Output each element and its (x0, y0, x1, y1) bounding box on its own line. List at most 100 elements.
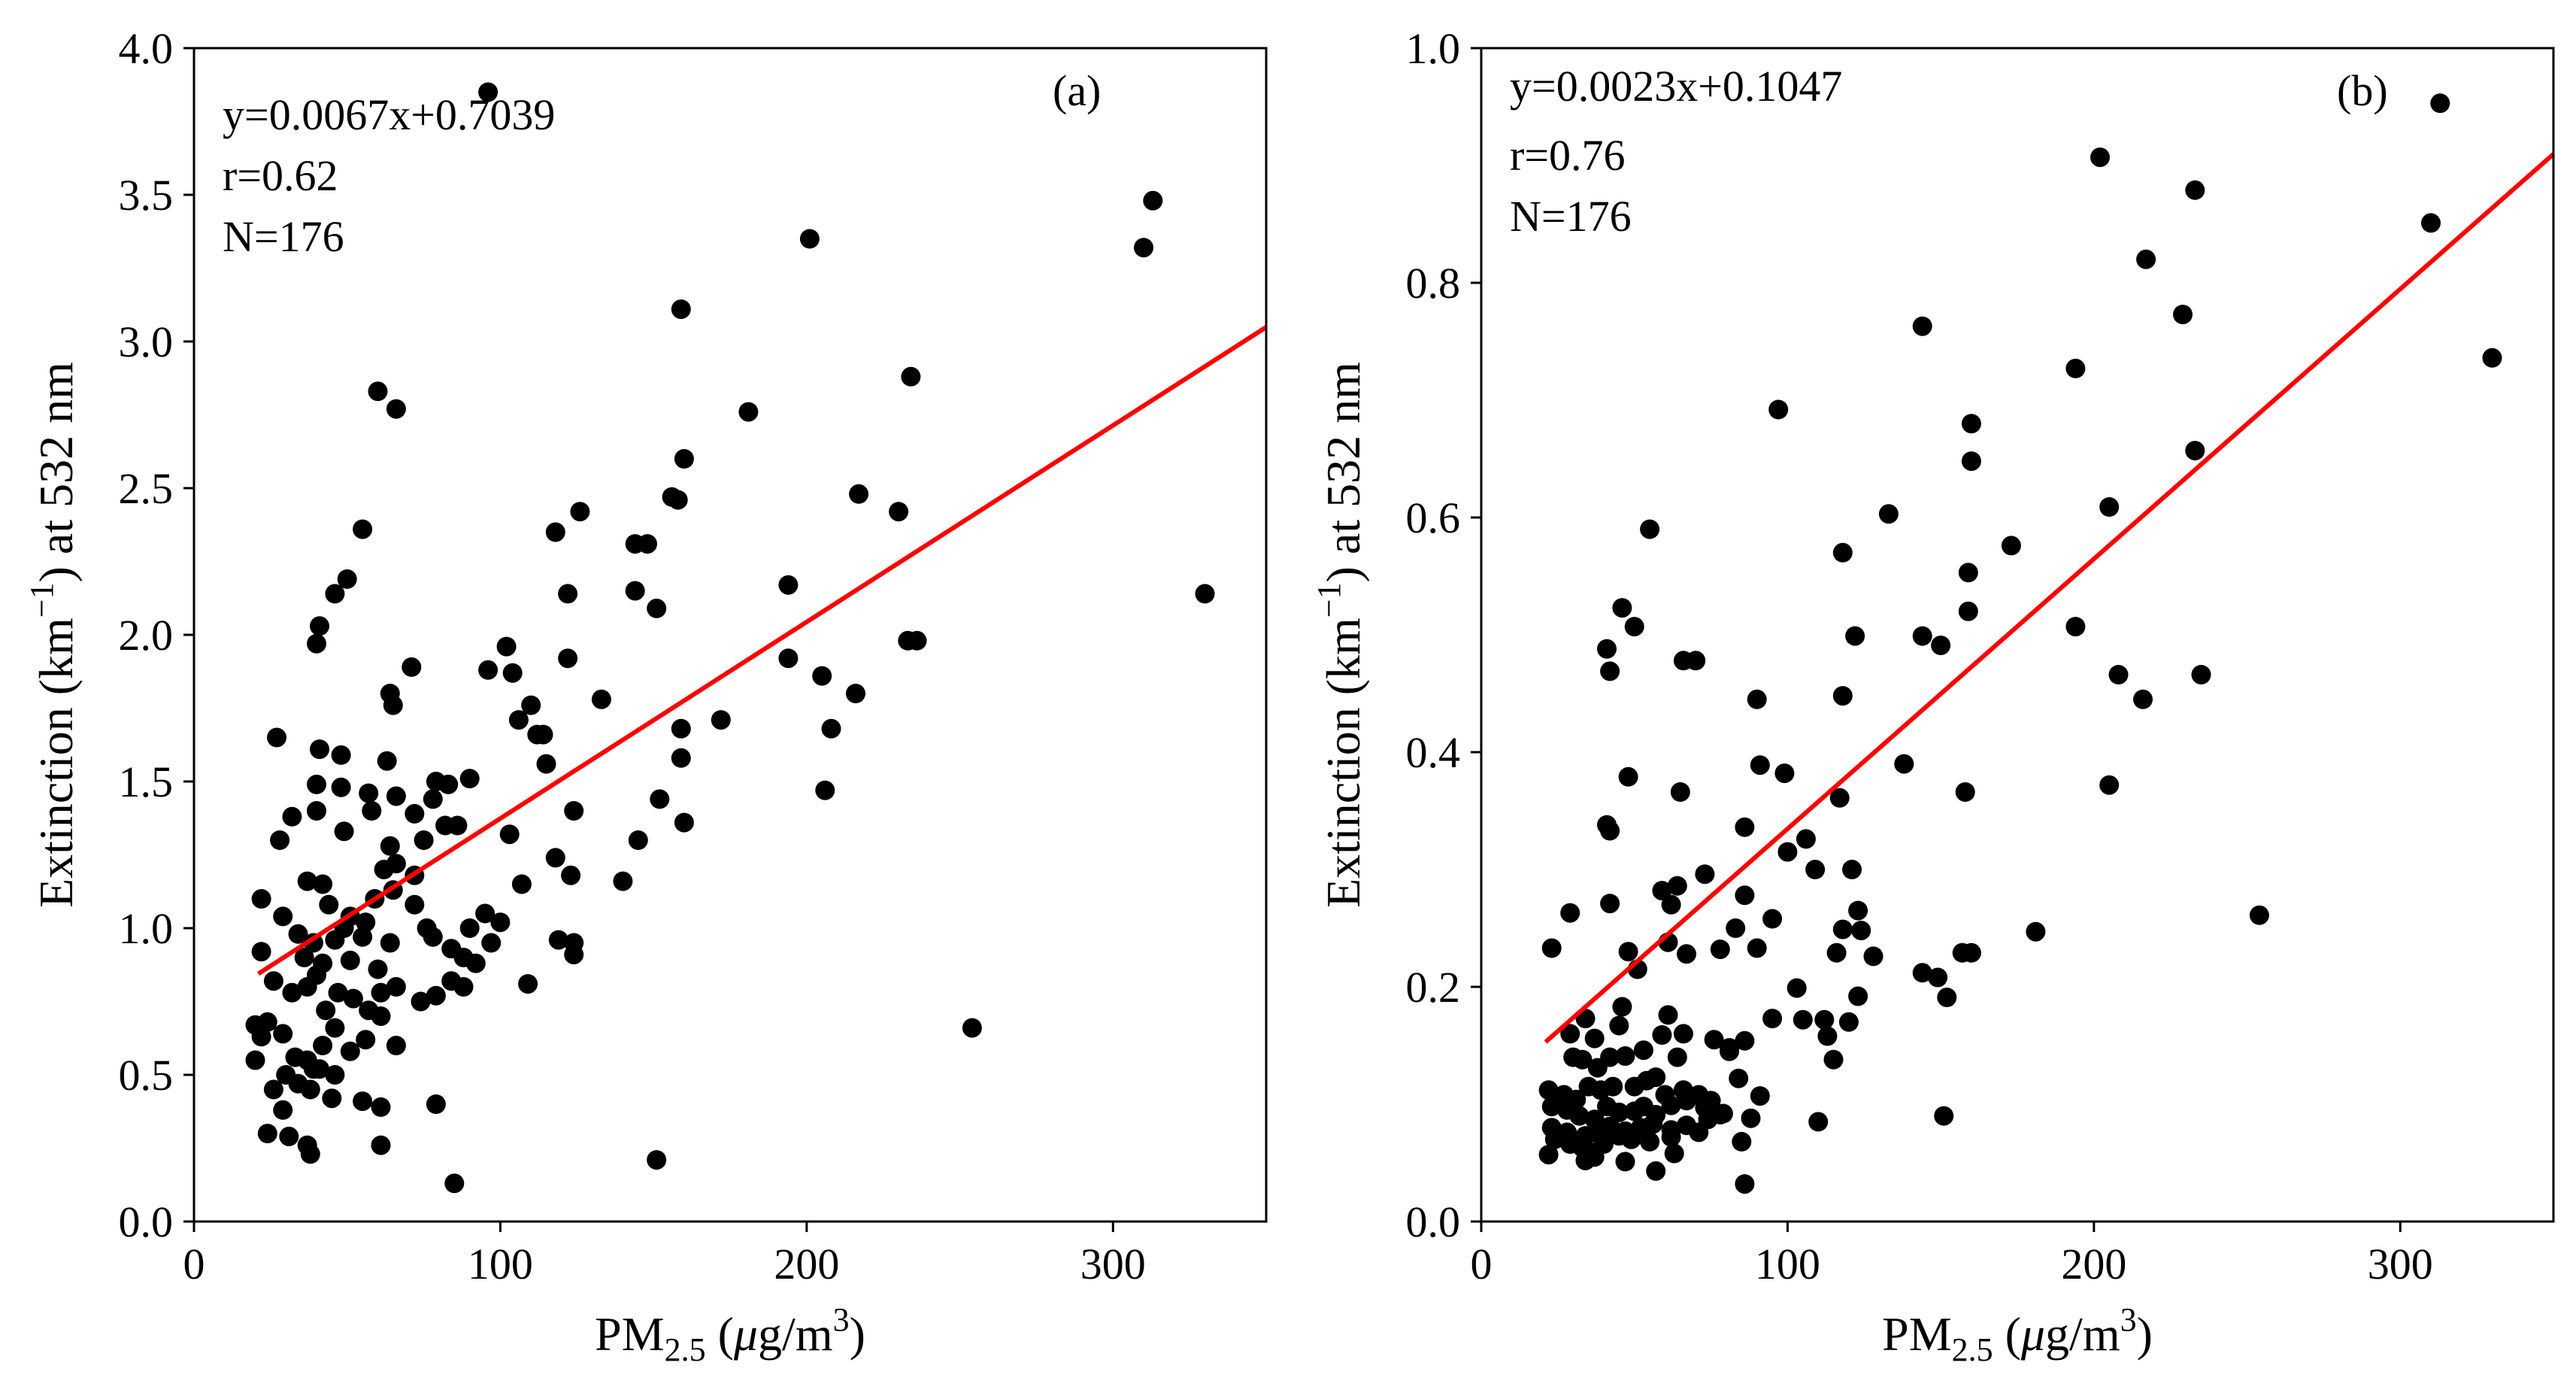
data-point-a-86 (613, 871, 633, 891)
data-point-a-85 (561, 865, 581, 885)
data-point-b-158 (1934, 1106, 1954, 1126)
data-point-a-131 (518, 974, 538, 994)
x-tick-label-a-1: 100 (468, 1240, 533, 1288)
data-point-b-64 (1726, 918, 1746, 938)
data-point-b-58 (1848, 900, 1868, 921)
data-point-b-33 (1747, 689, 1767, 709)
y-label-main-a: Extinction (km (29, 618, 83, 908)
data-point-b-92 (1652, 1025, 1672, 1045)
data-point-b-140 (1643, 1114, 1663, 1134)
scatter-points-a (245, 82, 1215, 1194)
data-point-a-89 (288, 924, 308, 944)
data-point-b-163 (1646, 1161, 1666, 1181)
data-point-b-44 (1600, 821, 1620, 841)
data-point-a-132 (564, 933, 584, 953)
data-point-b-37 (1774, 763, 1795, 784)
y-tick-label-b-2: 0.4 (1406, 728, 1461, 777)
data-point-a-58 (459, 769, 480, 789)
data-point-a-113 (481, 933, 502, 953)
data-point-b-84 (1609, 1015, 1629, 1036)
x-label-unit-open-b: ( (1993, 1307, 2021, 1361)
data-point-b-82 (1838, 1012, 1859, 1032)
y-label-sup-b: −1 (1311, 582, 1347, 618)
data-point-a-60 (386, 786, 406, 806)
data-point-b-165 (1735, 1174, 1755, 1194)
panel-label-b: (b) (2337, 66, 2388, 115)
data-point-a-37 (846, 684, 865, 703)
data-point-a-40 (383, 695, 403, 715)
y-tick-label-a-1: 0.5 (119, 1051, 174, 1100)
data-point-b-25 (1931, 636, 1951, 655)
data-point-a-73 (447, 815, 468, 836)
data-point-a-31 (558, 648, 578, 669)
data-point-a-164 (647, 1150, 667, 1170)
data-point-b-91 (1633, 1040, 1653, 1061)
x-tick-label-b-3: 300 (2368, 1240, 2433, 1288)
data-point-b-74 (1710, 939, 1730, 960)
y-tick-label-b-1: 0.2 (1406, 963, 1461, 1012)
data-point-b-144 (1713, 1103, 1733, 1124)
data-point-a-135 (273, 1024, 293, 1044)
data-point-b-145 (1741, 1108, 1761, 1128)
data-point-b-129 (1661, 1095, 1681, 1115)
data-point-b-54 (1560, 903, 1580, 923)
data-point-b-101 (1615, 1046, 1635, 1066)
data-point-b-30 (2108, 665, 2129, 684)
data-point-b-42 (1829, 788, 1850, 808)
annotation-n-a: N=176 (223, 212, 344, 261)
x-label-unit-open-a: ( (706, 1307, 734, 1361)
x-label-unit-rest-b: g/m (2045, 1307, 2120, 1361)
data-point-b-75 (1912, 963, 1932, 983)
y-tick-label-a-4: 2.0 (119, 611, 174, 660)
data-point-b-48 (1805, 860, 1826, 879)
data-point-a-100 (475, 903, 496, 924)
data-point-b-12 (2185, 441, 2205, 461)
data-point-a-106 (353, 927, 373, 947)
data-point-b-154 (1661, 1127, 1681, 1147)
data-point-b-152 (1621, 1129, 1641, 1149)
data-point-a-29 (907, 630, 927, 651)
annotation-r-a: r=0.62 (223, 151, 338, 200)
data-point-b-40 (1670, 782, 1690, 802)
data-point-b-79 (1787, 978, 1807, 998)
data-point-b-96 (1735, 1030, 1755, 1051)
data-point-b-7 (2482, 348, 2502, 368)
annotation-n-b: N=176 (1510, 192, 1632, 241)
data-point-b-11 (1961, 451, 1981, 472)
data-point-b-41 (1955, 782, 1975, 802)
data-point-b-98 (1572, 1049, 1593, 1070)
data-point-a-127 (411, 991, 431, 1012)
data-point-a-134 (257, 1012, 277, 1032)
data-point-a-47 (821, 718, 841, 739)
data-point-a-84 (511, 874, 532, 894)
data-point-a-12 (668, 490, 688, 510)
y-tick-label-b-0: 0.0 (1406, 1197, 1461, 1246)
data-point-a-59 (359, 783, 379, 803)
y-tick-label-a-6: 3.0 (119, 317, 174, 366)
data-point-a-108 (380, 933, 400, 953)
data-point-a-21 (625, 581, 645, 601)
data-point-b-51 (1695, 864, 1715, 885)
data-point-b-88 (1817, 1026, 1838, 1046)
data-point-a-14 (889, 502, 909, 522)
data-point-b-85 (1762, 1009, 1783, 1029)
data-point-a-153 (273, 1100, 293, 1120)
data-point-a-163 (444, 1173, 465, 1194)
x-label-unit-sup-b: 3 (2120, 1301, 2137, 1338)
data-point-a-70 (380, 836, 400, 856)
y-axis-ticks-a: 0.0 0.5 1.0 1.5 2.0 2.5 3.0 3.5 4.0 (119, 24, 194, 1246)
regression-line-b (1544, 152, 2555, 1044)
data-point-b-105 (1538, 1080, 1559, 1100)
data-point-b-68 (1747, 938, 1767, 958)
data-point-b-29 (1686, 651, 1706, 671)
data-point-b-14 (1878, 504, 1899, 524)
data-point-a-116 (251, 942, 271, 962)
x-label-sub-b: 2.5 (1952, 1331, 1993, 1368)
data-point-a-71 (414, 830, 434, 850)
data-point-b-3 (2421, 213, 2441, 233)
data-point-a-112 (465, 953, 486, 973)
data-point-a-121 (316, 1000, 336, 1021)
data-point-b-16 (2001, 536, 2021, 556)
data-point-a-1 (1143, 190, 1163, 211)
